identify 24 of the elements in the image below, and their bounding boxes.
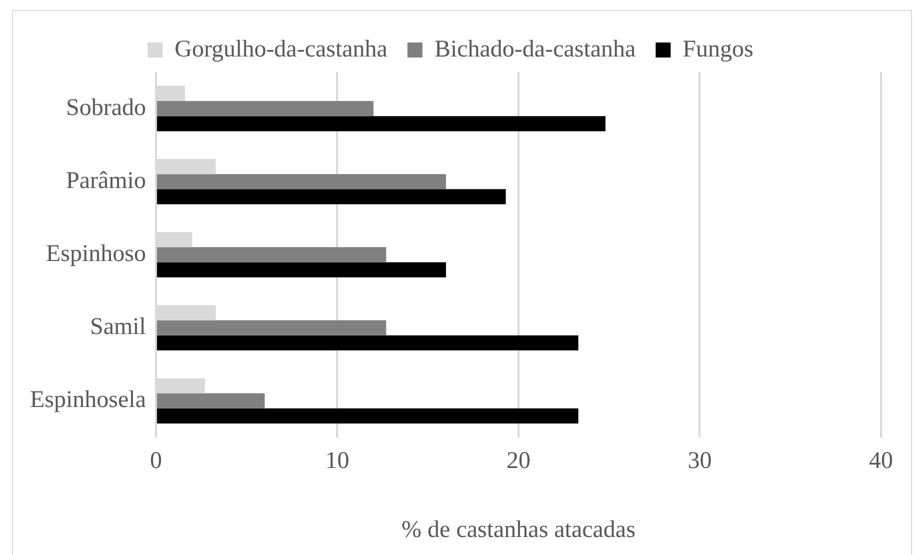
y-tick-label: Parâmio <box>66 168 146 194</box>
bar <box>156 174 446 190</box>
bar <box>156 393 265 408</box>
bar <box>156 408 578 424</box>
y-tick-label: Sobrado <box>66 94 146 121</box>
x-axis-title: % de castanhas atacadas <box>402 516 636 543</box>
bar <box>156 247 386 262</box>
x-tick-label: 10 <box>325 448 350 474</box>
bar <box>156 189 506 204</box>
legend-label: Gorgulho-da-castanha <box>174 36 388 62</box>
x-tick-label: 0 <box>150 448 162 474</box>
legend-label: Bichado-da-castanha <box>434 36 636 62</box>
bar <box>156 100 374 116</box>
x-tick-label: 20 <box>506 448 530 474</box>
x-tick-label: 30 <box>688 448 712 474</box>
bar <box>156 320 386 336</box>
y-tick-label: Espinhoso <box>46 240 146 267</box>
x-tick-label: 40 <box>869 448 893 474</box>
y-tick-label: Espinhosela <box>30 387 146 414</box>
y-tick-label: Samil <box>90 314 146 340</box>
bar <box>156 262 446 278</box>
bar <box>156 335 578 350</box>
bar <box>156 116 606 132</box>
legend-label: Fungos <box>682 36 754 62</box>
